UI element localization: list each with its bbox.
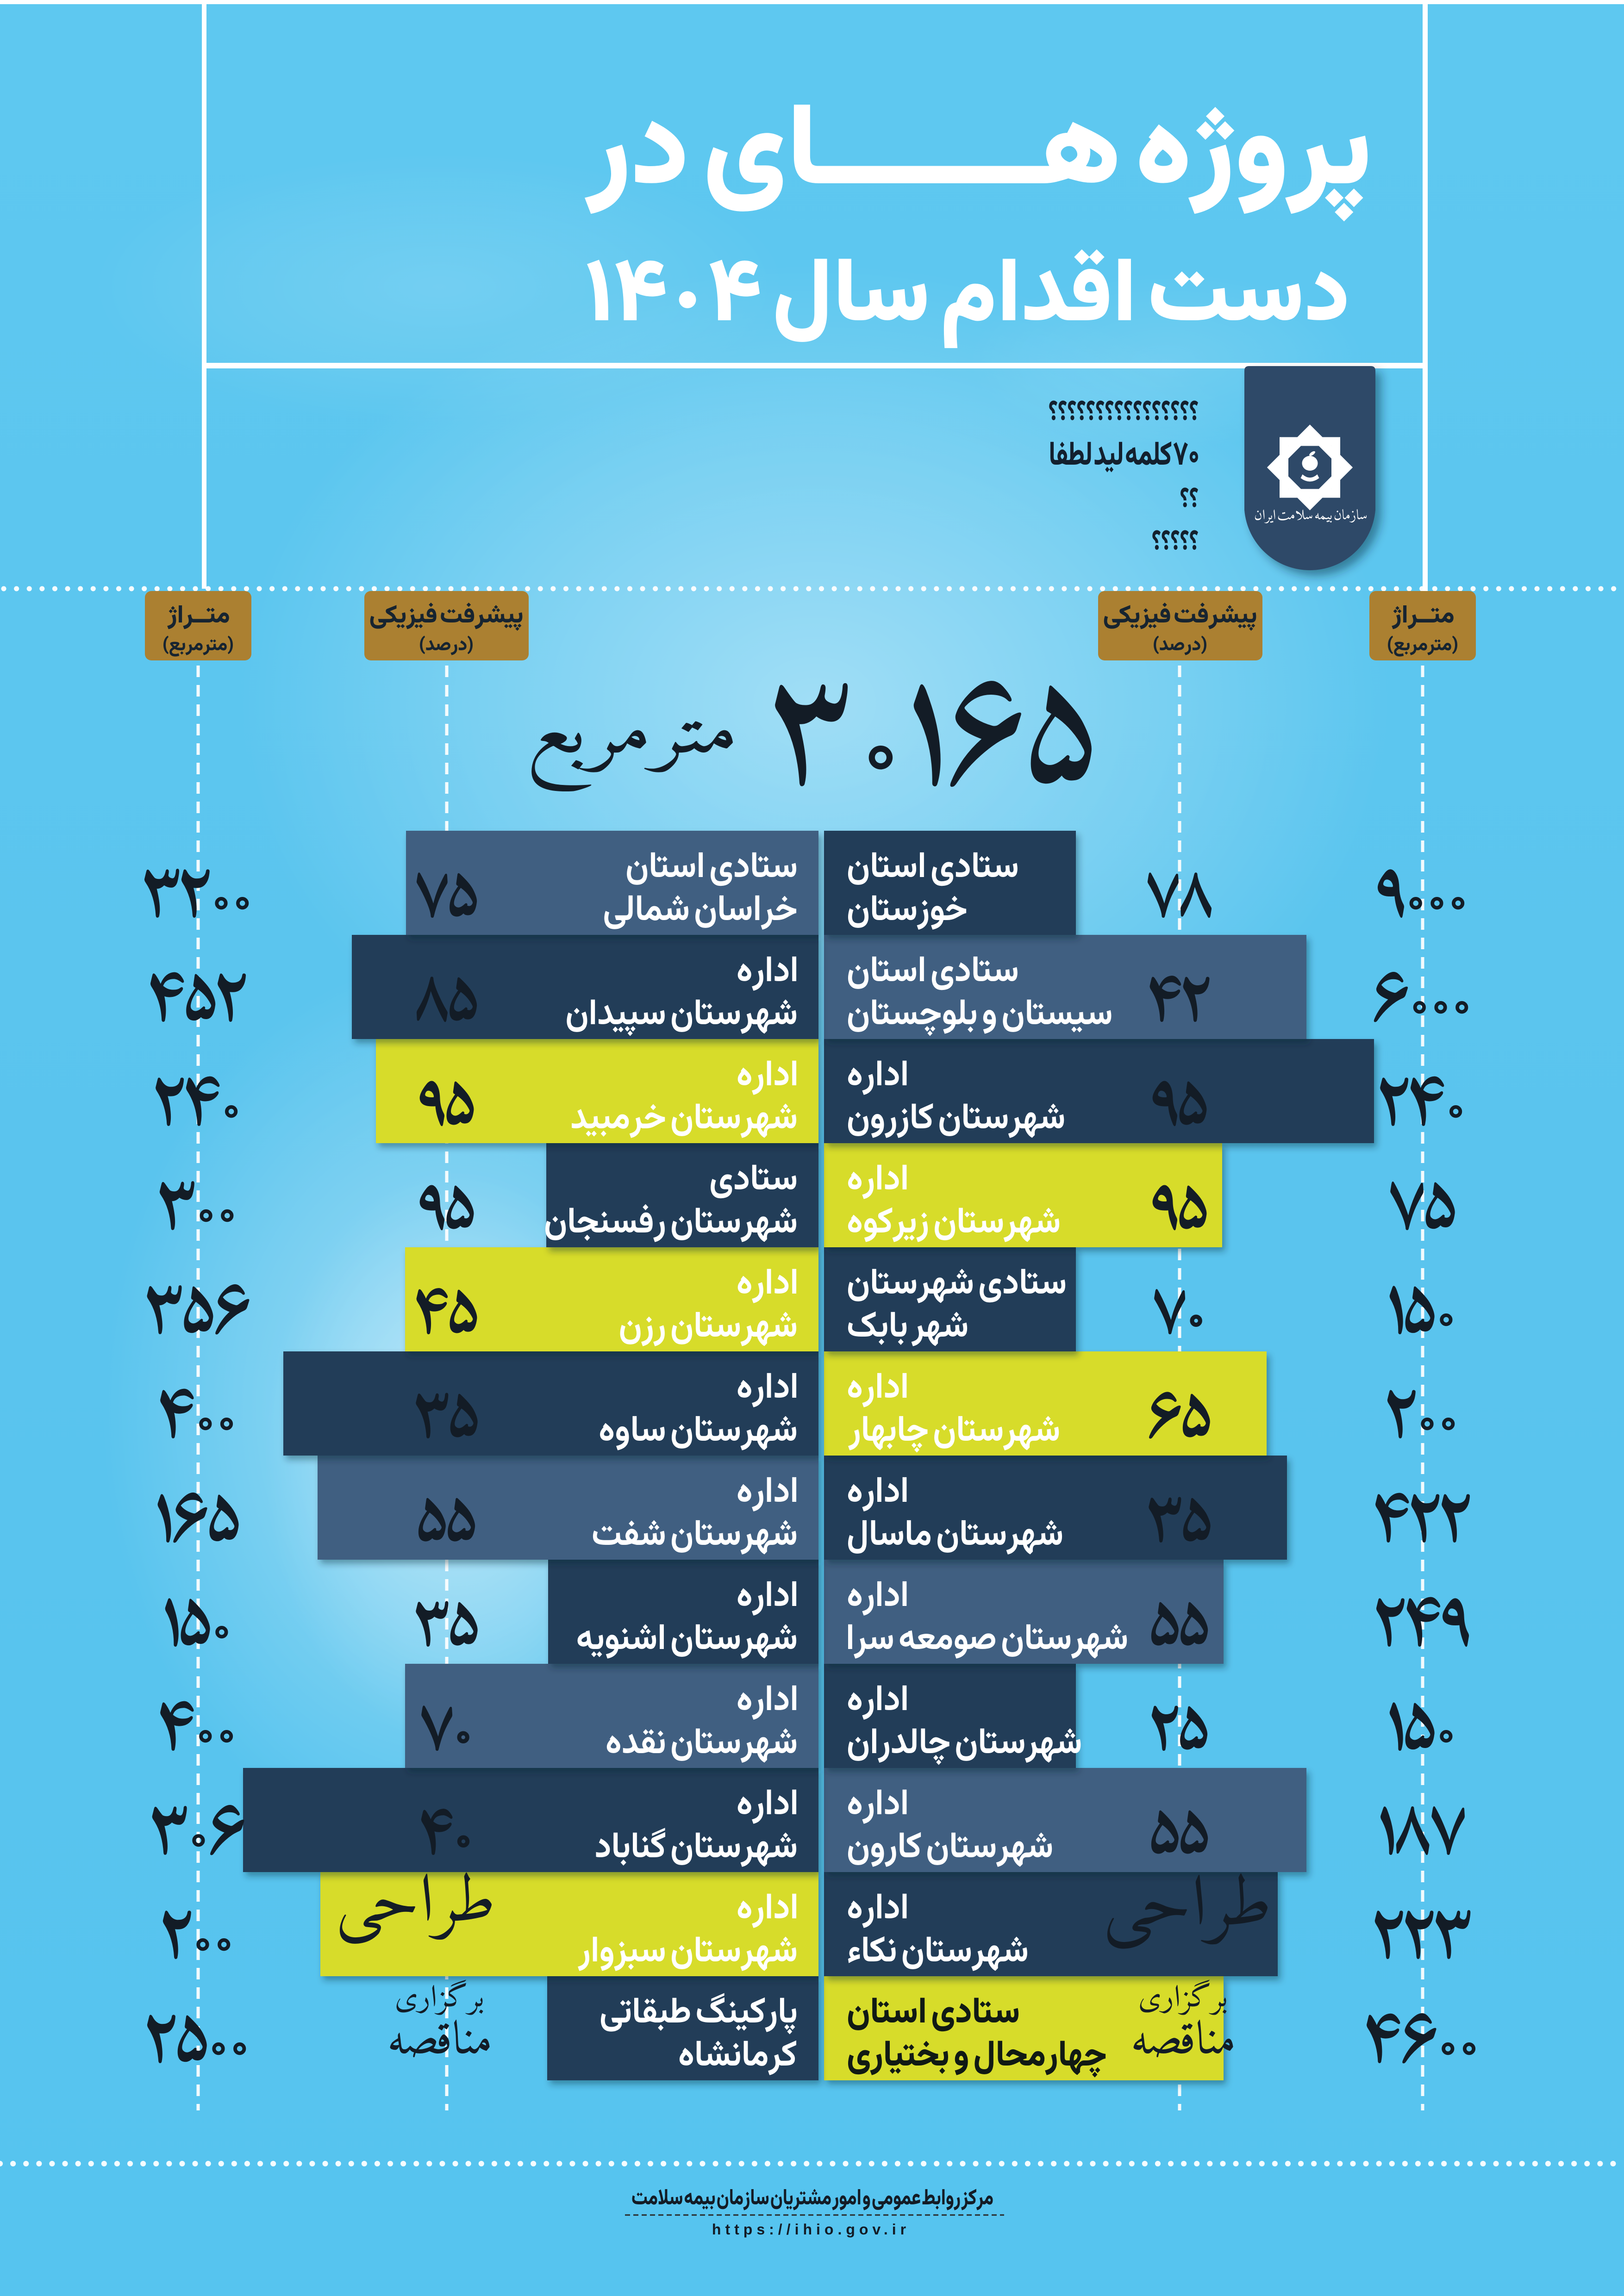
svg-text:https://ihio.gov.ir: https://ihio.gov.ir <box>712 2221 910 2238</box>
